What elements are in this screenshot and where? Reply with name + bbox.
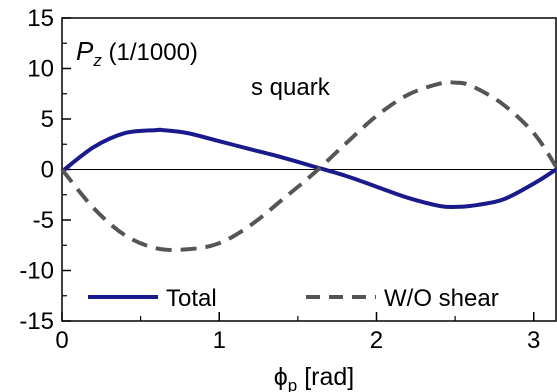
x-ticks [61,312,535,321]
y-tick-label: -5 [33,207,54,234]
legend-label-total: Total [166,285,217,312]
series-line-wo-shear [60,80,557,252]
series-line-total [60,127,557,209]
quantity-annotation: Pz (1/1000) [76,36,198,70]
x-axis-title: ϕp [rad] [274,363,354,392]
x-tick-label: 0 [55,327,68,354]
y-tick-labels: -15 -10 -5 0 5 10 15 [19,5,54,335]
y-tick-label: 0 [41,157,54,184]
quantity-subscript: z [92,51,102,70]
x-tick-label: 3 [527,327,540,354]
x-tick-labels: 0 1 2 3 [55,327,540,354]
y-tick-label: -10 [19,258,54,285]
x-axis-unit: [rad] [297,363,354,391]
y-tick-label: 15 [27,5,54,32]
y-tick-label: 5 [41,106,54,133]
y-tick-label: 10 [27,56,54,83]
x-axis-symbol: ϕ [274,363,288,391]
x-tick-label: 2 [370,327,383,354]
flavor-annotation: s quark [251,74,331,101]
legend-label-wo-shear: W/O shear [384,285,499,312]
legend: Total W/O shear [88,285,499,312]
x-axis-subscript: p [288,376,297,392]
y-tick-label: -15 [19,308,54,335]
x-tick-label: 1 [213,327,226,354]
quantity-unit: (1/1000) [102,39,198,66]
y-ticks [62,17,71,322]
quantity-symbol: P [76,36,94,66]
